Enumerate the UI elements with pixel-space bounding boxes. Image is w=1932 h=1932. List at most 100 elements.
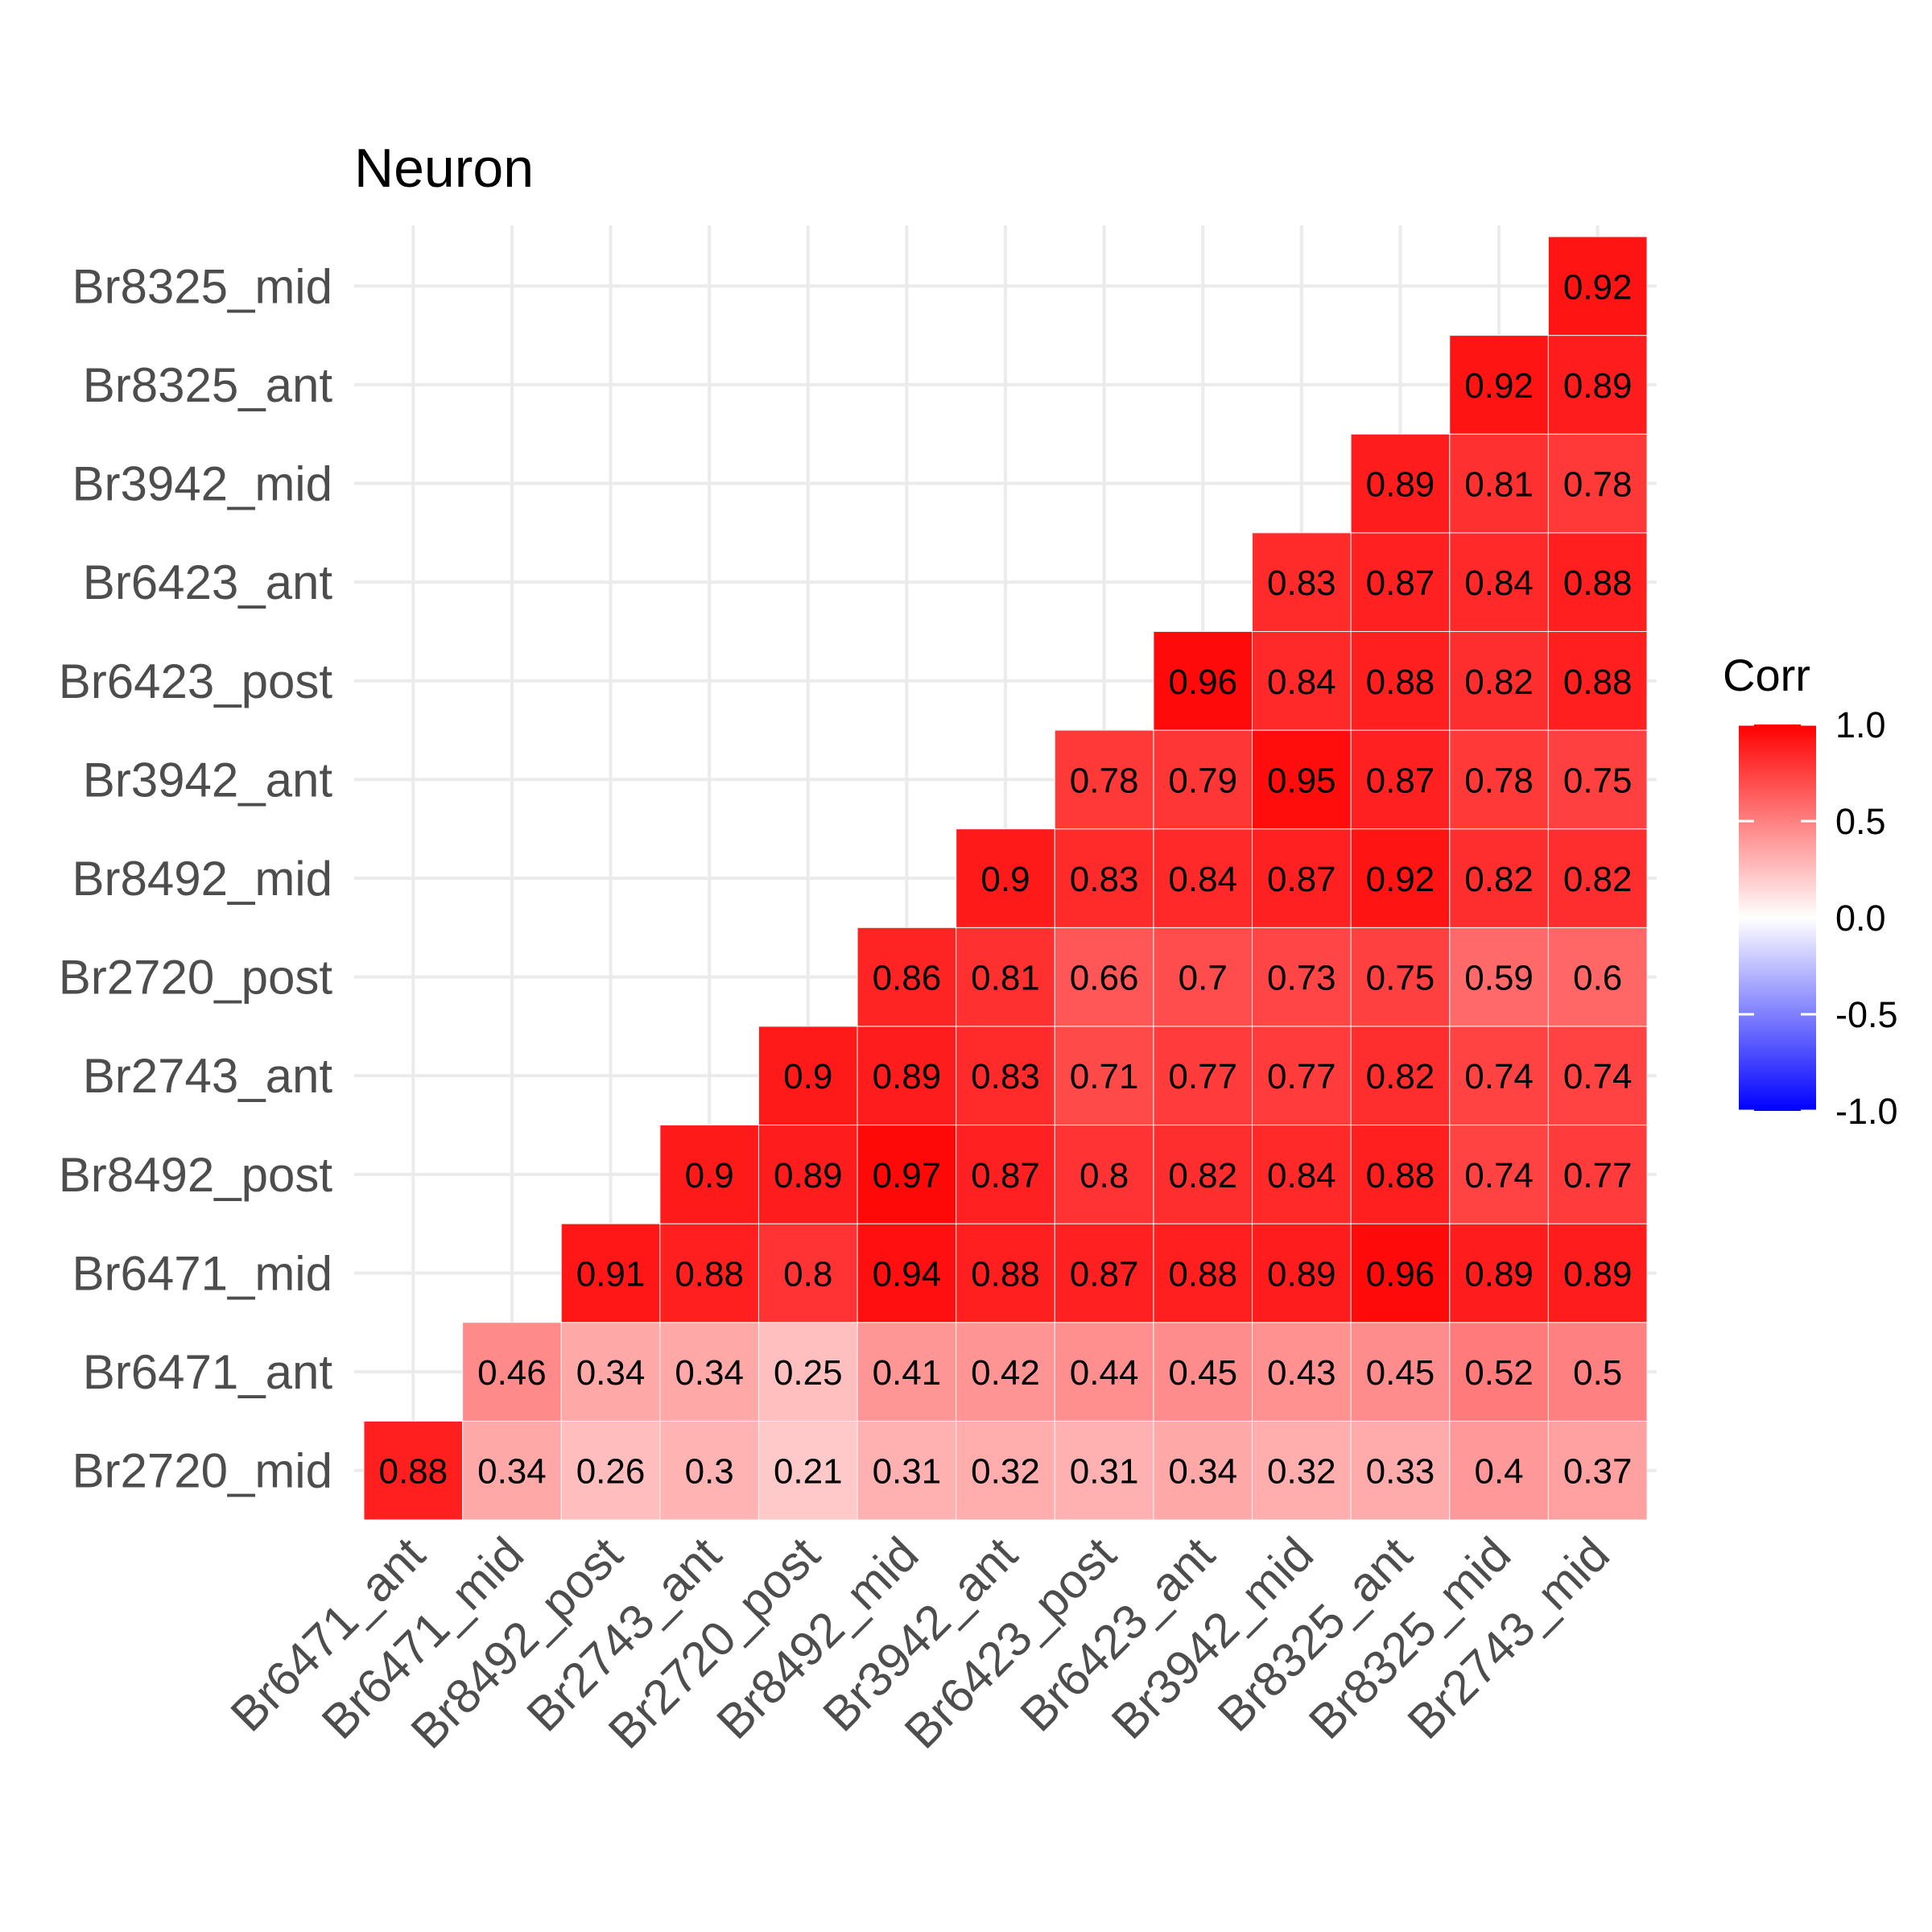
heatmap-cell <box>462 1322 562 1422</box>
heatmap-cells <box>363 236 1648 1521</box>
x-axis-tick-labels: Br6471_antBr6471_midBr8492_postBr2743_an… <box>221 1527 1620 1759</box>
heatmap-cell <box>462 1420 562 1521</box>
heatmap-cell <box>1054 828 1154 928</box>
cell-value-label: 0.45 <box>1366 1353 1435 1393</box>
cell-value-label: 0.43 <box>1267 1353 1336 1393</box>
heatmap-cell <box>659 1125 759 1224</box>
heatmap-cell <box>956 1026 1055 1126</box>
heatmap-cell <box>1350 433 1451 534</box>
cell-value-label: 0.5 <box>1573 1353 1622 1393</box>
cell-value-label: 0.89 <box>1563 1254 1633 1294</box>
y-tick-label: Br2720_post <box>59 951 333 1005</box>
cell-value-label: 0.88 <box>675 1254 744 1294</box>
cell-value-label: 0.96 <box>1366 1254 1435 1294</box>
y-tick-label: Br2720_mid <box>72 1444 332 1498</box>
y-tick-label: Br6423_post <box>59 654 333 708</box>
cell-value-label: 0.88 <box>1563 564 1633 603</box>
heatmap-cell <box>1547 1026 1648 1126</box>
heatmap-cell <box>1449 1026 1549 1126</box>
heatmap-cell <box>758 1223 858 1323</box>
cell-value-label: 0.83 <box>971 1057 1040 1096</box>
cell-value-label: 0.75 <box>1563 761 1633 800</box>
cell-value-label: 0.87 <box>1366 761 1435 800</box>
chart-title: Neuron <box>354 138 534 199</box>
cell-value-label: 0.6 <box>1573 959 1622 998</box>
cell-value-label: 0.88 <box>1366 663 1435 702</box>
heatmap-cell <box>1252 927 1352 1027</box>
cell-value-label: 0.31 <box>873 1452 942 1492</box>
heatmap-cell <box>560 1420 661 1521</box>
cell-value-label: 0.87 <box>1366 564 1435 603</box>
cell-value-label: 0.37 <box>1563 1452 1633 1492</box>
cell-value-label: 0.81 <box>971 959 1040 998</box>
heatmap-cell <box>758 1322 858 1422</box>
heatmap-cell <box>1449 433 1549 534</box>
heatmap-cell <box>1350 828 1451 928</box>
cell-value-label: 0.42 <box>971 1353 1040 1393</box>
cell-value-label: 0.74 <box>1464 1156 1534 1195</box>
cell-value-label: 0.34 <box>477 1452 547 1492</box>
cell-value-label: 0.79 <box>1168 761 1237 800</box>
heatmap-cell <box>1449 729 1549 830</box>
cell-value-label: 0.97 <box>873 1156 942 1195</box>
cell-value-label: 0.86 <box>873 959 942 998</box>
cell-value-label: 0.32 <box>971 1452 1040 1492</box>
heatmap-cell <box>1449 927 1549 1027</box>
cell-value-label: 0.92 <box>1464 366 1534 406</box>
heatmap-cell <box>1449 828 1549 928</box>
cell-value-label: 0.8 <box>783 1254 832 1294</box>
cell-value-label: 0.74 <box>1464 1057 1534 1096</box>
heatmap-cell <box>956 927 1055 1027</box>
y-tick-label: Br2743_ant <box>83 1049 333 1103</box>
legend-title: Corr <box>1723 650 1810 700</box>
cell-value-label: 0.88 <box>1563 663 1633 702</box>
color-legend: Corr 1.0 0.5 0.0 -0.5 -1.0 <box>1723 650 1898 1132</box>
heatmap-cell <box>1547 828 1648 928</box>
cell-value-label: 0.95 <box>1267 761 1336 800</box>
cell-value-label: 0.41 <box>873 1353 942 1393</box>
heatmap-cell <box>1547 236 1648 336</box>
cell-value-label: 0.83 <box>1267 564 1336 603</box>
cell-value-label: 0.77 <box>1168 1057 1237 1096</box>
cell-value-label: 0.33 <box>1366 1452 1435 1492</box>
heatmap-cell <box>1153 1026 1253 1126</box>
cell-value-label: 0.81 <box>1464 465 1534 505</box>
cell-value-label: 0.84 <box>1267 663 1336 702</box>
cell-value-label: 0.34 <box>675 1353 744 1393</box>
heatmap-cell <box>1547 1420 1648 1521</box>
cell-value-label: 0.31 <box>1070 1452 1139 1492</box>
cell-value-label: 0.87 <box>1267 860 1336 899</box>
cell-value-label: 0.78 <box>1070 761 1139 800</box>
cell-value-label: 0.89 <box>1366 465 1435 505</box>
cell-value-label: 0.34 <box>1168 1452 1237 1492</box>
heatmap-cell <box>1547 927 1648 1027</box>
cell-value-label: 0.9 <box>980 860 1030 899</box>
y-tick-label: Br3942_mid <box>72 457 332 511</box>
cell-value-label: 0.26 <box>576 1452 646 1492</box>
heatmap-cell <box>956 828 1055 928</box>
cell-value-label: 0.89 <box>873 1057 942 1096</box>
cell-value-label: 0.44 <box>1070 1353 1139 1393</box>
cell-value-label: 0.82 <box>1366 1057 1435 1096</box>
y-tick-label: Br3942_ant <box>83 753 333 807</box>
heatmap-cell <box>1252 1322 1352 1422</box>
y-axis-tick-labels: Br2720_mid Br6471_ant Br6471_mid Br8492_pos… <box>59 259 333 1497</box>
cell-value-label: 0.91 <box>576 1254 646 1294</box>
cell-value-label: 0.78 <box>1464 761 1534 800</box>
y-tick-label: Br8492_mid <box>72 852 332 906</box>
y-tick-label: Br6423_ant <box>83 555 333 609</box>
cell-value-label: 0.89 <box>1563 366 1633 406</box>
heatmap-cell <box>1547 1223 1648 1323</box>
cell-value-label: 0.82 <box>1563 860 1633 899</box>
heatmap-cell <box>1054 1125 1154 1224</box>
cell-value-label: 0.88 <box>378 1452 448 1492</box>
cell-value-label: 0.4 <box>1474 1452 1523 1492</box>
cell-value-label: 0.82 <box>1168 1156 1237 1195</box>
heatmap-cell <box>1350 1322 1451 1422</box>
heatmap-cell <box>1449 335 1549 435</box>
cell-value-label: 0.75 <box>1366 959 1435 998</box>
heatmap-cell <box>956 1125 1055 1224</box>
cell-value-label: 0.25 <box>774 1353 843 1393</box>
heatmap-cell <box>1252 532 1352 632</box>
